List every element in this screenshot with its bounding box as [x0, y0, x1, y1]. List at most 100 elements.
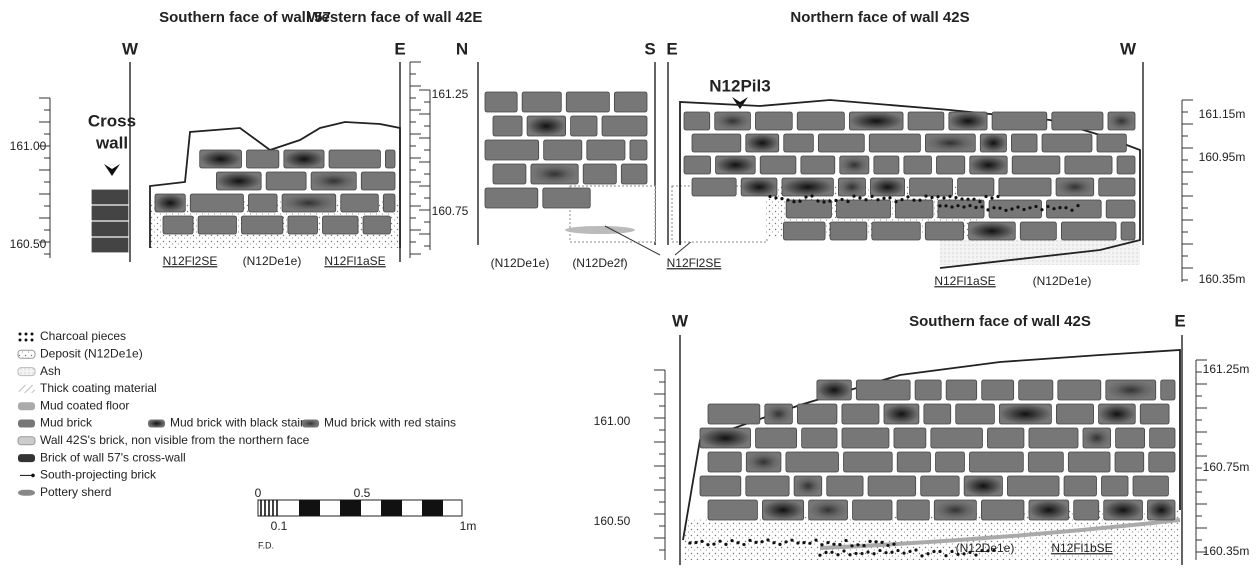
brick [762, 499, 805, 521]
brick [683, 155, 711, 175]
brick [484, 187, 539, 209]
elevation: 161.25m [1203, 362, 1250, 376]
brick [287, 215, 318, 235]
brick [484, 91, 518, 113]
brick [1057, 379, 1102, 401]
brick [570, 115, 598, 137]
charcoal [850, 544, 854, 548]
brick [281, 193, 337, 213]
brick [1098, 177, 1136, 197]
brick [154, 193, 186, 213]
direction: W [672, 311, 689, 330]
brick [998, 177, 1052, 197]
brick [620, 163, 648, 185]
brick [1107, 111, 1136, 131]
scale-label: 1m [460, 519, 477, 533]
layer-label: N12Fl2SE [667, 256, 722, 270]
brick [526, 115, 566, 137]
charcoal [894, 200, 898, 204]
brick [924, 221, 965, 241]
brick [988, 199, 1042, 219]
brick [1028, 427, 1079, 449]
brick [896, 451, 931, 473]
charcoal [736, 541, 740, 545]
brick [895, 199, 934, 219]
brick [1064, 155, 1113, 175]
brick [1160, 379, 1176, 401]
brick [1051, 111, 1104, 131]
brick [542, 187, 591, 209]
brick [893, 427, 927, 449]
charcoal [874, 540, 878, 544]
charcoal [902, 551, 906, 555]
brick [1027, 451, 1064, 473]
charcoal [798, 199, 802, 203]
legend-label: Mud brick with red stains [324, 416, 456, 430]
cross-wall-brick [91, 189, 129, 205]
brick [492, 163, 527, 185]
legend-icon [302, 419, 319, 428]
brick [923, 403, 952, 425]
brick [189, 193, 244, 213]
charcoal [796, 541, 800, 545]
brick [981, 379, 1015, 401]
cross-wall-brick [91, 205, 129, 221]
brick [957, 177, 995, 197]
charcoal [774, 196, 778, 200]
direction: S [644, 39, 655, 58]
charcoal [826, 540, 830, 545]
charcoal [862, 543, 866, 548]
brick [969, 155, 1008, 175]
scale-label: 0 [255, 486, 262, 500]
brick [1011, 133, 1038, 153]
brick [924, 133, 976, 153]
brick [283, 149, 325, 169]
brick [1139, 403, 1170, 425]
brick [1055, 177, 1095, 197]
brick [883, 403, 920, 425]
charcoal [942, 196, 946, 200]
charcoal [748, 538, 752, 543]
charcoal [706, 543, 710, 547]
cross-wall-brick [91, 221, 129, 237]
legend-label: Mud coated floor [40, 398, 129, 412]
charcoal [772, 541, 776, 545]
brick [246, 149, 280, 169]
brick [492, 115, 523, 137]
charcoal [1016, 205, 1020, 209]
elevation: 160.35m [1203, 544, 1250, 558]
layer-label: (N12De1e) [1033, 274, 1092, 288]
charcoal [840, 197, 844, 202]
charcoal [962, 205, 966, 209]
brick [582, 163, 617, 185]
charcoal [820, 543, 824, 547]
legend-label: Deposit (N12De1e) [40, 346, 143, 360]
brick [808, 499, 848, 521]
brick [991, 111, 1048, 131]
charcoal [814, 538, 818, 542]
charcoal [986, 549, 990, 553]
brick [783, 133, 814, 153]
charcoal [926, 552, 930, 556]
brick [1046, 199, 1102, 219]
charcoal [842, 549, 846, 553]
brick [785, 199, 832, 219]
panel-title: Southern face of wall 42S [909, 313, 1091, 330]
brick [328, 149, 381, 169]
charcoal [856, 543, 860, 547]
brick [1116, 155, 1136, 175]
brick [565, 91, 610, 113]
scale-bar: 0 0.5 0.1 1m F.D. [255, 486, 477, 550]
charcoal [930, 195, 934, 200]
legend-icon [18, 489, 35, 496]
layer-label: N12Fl2SE [163, 254, 218, 268]
layer-label: (N12De2f) [572, 256, 627, 270]
brick [868, 133, 921, 153]
mud-floor [819, 518, 1181, 550]
brick [800, 155, 836, 175]
brick [781, 177, 834, 197]
brick [1115, 427, 1146, 449]
charcoal [992, 548, 996, 552]
charcoal [1010, 207, 1014, 211]
legend-swatch [18, 332, 22, 336]
